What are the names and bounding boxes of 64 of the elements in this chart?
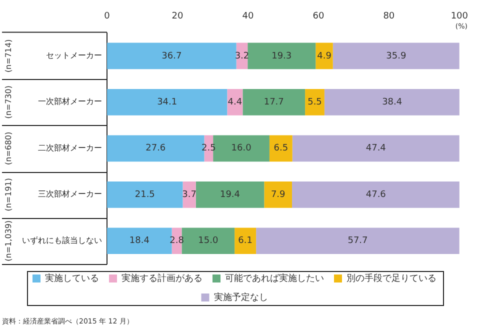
data-label: 19.4	[220, 190, 240, 200]
data-label: 18.4	[129, 236, 150, 246]
data-label: 27.6	[146, 144, 166, 154]
bar	[107, 181, 183, 208]
data-label: 5.5	[308, 98, 322, 108]
bar	[269, 135, 292, 162]
data-label: 17.7	[264, 98, 284, 108]
bar	[182, 228, 235, 254]
data-label: 57.7	[348, 236, 368, 246]
data-label: 35.9	[386, 51, 406, 62]
bar	[248, 42, 316, 70]
bar	[292, 181, 460, 208]
bar	[182, 181, 196, 208]
legend-label: 別の手段で足りている	[346, 272, 436, 284]
data-label: 3.7	[182, 190, 196, 200]
bar	[316, 42, 333, 70]
y-tick-label: いずれにも該当しない	[22, 236, 102, 245]
data-label: 7.9	[270, 190, 286, 200]
text: (n=730)	[4, 86, 14, 119]
data-label: 34.1	[157, 98, 178, 108]
x-tick-label: 0	[104, 12, 110, 22]
x-tick-label: 60	[312, 12, 324, 22]
bar	[213, 135, 270, 162]
data-label: 16.0	[231, 144, 252, 154]
data-label: 6.1	[238, 236, 252, 246]
bar	[196, 181, 264, 208]
data-label: 36.7	[162, 51, 182, 62]
bar	[324, 88, 460, 116]
legend-label: 実施している	[45, 272, 99, 284]
x-tick-label: 40	[242, 12, 254, 22]
text: (n=714)	[4, 39, 14, 73]
data-label: 4.4	[228, 98, 242, 108]
bar	[292, 135, 460, 162]
y-tick-label: 二次部材メーカー	[38, 143, 102, 152]
data-label: 47.6	[366, 190, 386, 200]
bar	[107, 42, 236, 70]
y-tick-label: セットメーカー	[46, 51, 102, 60]
data-label: 15.0	[198, 236, 218, 246]
data-label: 47.4	[366, 144, 386, 154]
x-tick-label: 20	[172, 12, 184, 22]
bar	[242, 88, 306, 116]
bar	[305, 88, 324, 116]
bar	[234, 228, 256, 254]
data-label: 6.5	[274, 144, 288, 154]
bar	[107, 228, 172, 254]
y-tick-label: 一次部材メーカー	[38, 97, 102, 106]
y-tick-label: 三次部材メーカー	[38, 190, 102, 199]
legend-label: 可能であれば実施したい	[225, 272, 324, 284]
data-label: 38.4	[382, 98, 402, 108]
legend-label: 実施予定なし	[214, 292, 268, 303]
data-label: 21.5	[134, 190, 155, 200]
text: (n=680)	[4, 132, 14, 166]
bar	[227, 88, 243, 116]
bar	[107, 88, 228, 116]
bar	[332, 42, 460, 70]
legend-label: 実施する計画がある	[122, 272, 202, 284]
bar	[264, 181, 292, 208]
text: (n=191)	[4, 178, 14, 212]
bar	[256, 228, 460, 254]
data-label: 4.9	[317, 51, 332, 62]
x-tick-label: 80	[383, 12, 395, 22]
text: (n=1,039)	[4, 220, 14, 262]
data-label: 19.3	[272, 51, 292, 62]
x-tick-label: 100	[450, 12, 468, 22]
